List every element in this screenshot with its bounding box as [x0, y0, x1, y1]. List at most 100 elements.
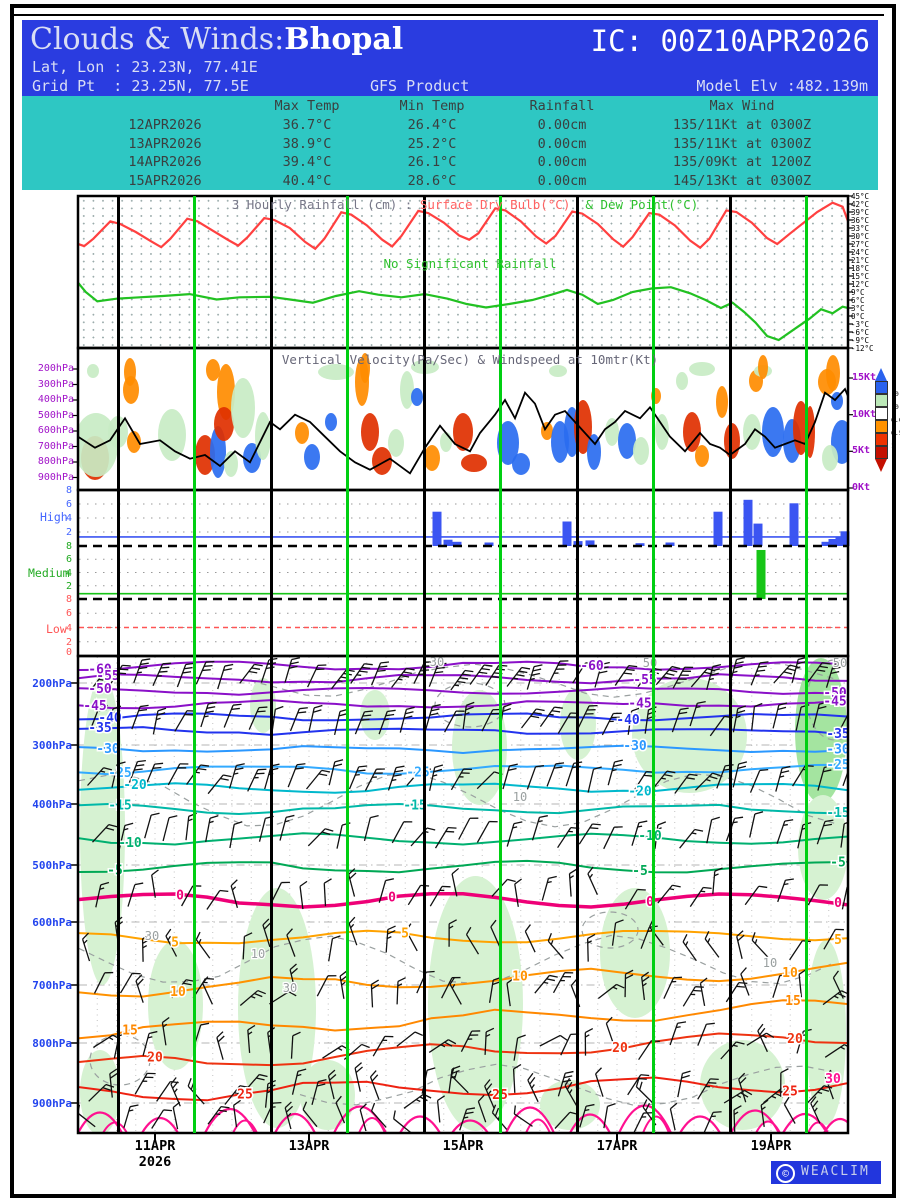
cloud-axis-tick: 4 — [65, 567, 72, 579]
table-cell: 28.6°C — [407, 172, 457, 189]
day-line-black — [575, 196, 579, 1133]
cloud-axis-tick: 2 — [65, 636, 72, 648]
pressure-axis-tick: 300hPa — [37, 378, 74, 390]
day-line-green — [651, 196, 655, 1133]
temp-axis-tick: 12°C — [851, 280, 870, 289]
table-cell: 36.7°C — [282, 117, 332, 133]
page-title: Clouds & Winds:Bhopal — [30, 22, 403, 57]
svg-text:30: 30 — [430, 655, 444, 669]
temp-axis-tick: 24°C — [851, 248, 870, 257]
svg-text:30: 30 — [145, 929, 159, 943]
windspeed-line — [79, 387, 847, 475]
svg-text:-25: -25 — [108, 766, 131, 781]
vertical-velocity-title: Vertical Velocity(Pa/Sec) & Windspeed at… — [281, 352, 659, 367]
svg-text:-25: -25 — [406, 766, 429, 781]
table-row-date: 15APR2026 — [128, 172, 202, 189]
dew-point-line — [79, 282, 847, 342]
cloud-axis-tick: 0 — [65, 647, 72, 658]
colorbar-tick: -0.05 — [891, 403, 900, 411]
colorbar-segment — [875, 446, 888, 459]
copyright-icon: © — [776, 1164, 795, 1183]
panel-frames — [71, 194, 853, 1142]
temp-axis-tick: 15°C — [851, 272, 870, 281]
cloud-axis-tick: 8 — [65, 485, 72, 496]
day-line-black — [269, 196, 273, 1133]
svg-text:0: 0 — [646, 895, 654, 910]
colorbar-tick: 0.05 — [891, 416, 900, 424]
medium-cloud-label: Medium — [28, 566, 70, 580]
table-cell: 135/11Kt at 0300Z — [672, 135, 812, 152]
weaclim-badge: © WEACLIM — [771, 1161, 881, 1184]
isotherm-labels: -60 -60-55 -55-50 -50-45 -45 -45-40 -40-35 -35-… — [82, 654, 852, 1105]
svg-text:5: 5 — [171, 935, 179, 950]
table-column-header: Rainfall — [529, 98, 595, 114]
temp-axis-tick: 6°C — [851, 296, 865, 305]
temp-axis-tick: 3°C — [851, 304, 865, 313]
svg-text:10: 10 — [170, 985, 186, 1000]
pressure-axis-tick: 900hPa — [32, 1097, 72, 1110]
pressure-axis-tick: 600hPa — [37, 425, 74, 436]
temp-axis-tick: 39°C — [851, 208, 870, 217]
svg-text:-35: -35 — [88, 721, 111, 736]
temp-axis-tick: 21°C — [851, 256, 870, 265]
temp-axis-tick: 36°C — [851, 216, 870, 225]
svg-text:10: 10 — [251, 947, 265, 961]
colorbar-segment — [875, 394, 888, 407]
svg-text:-40: -40 — [616, 713, 640, 728]
svg-text:-10: -10 — [638, 829, 662, 844]
colorbar-segment — [875, 407, 888, 420]
temp-axis-tick: 30°C — [851, 232, 870, 241]
pressure-axis-tick: 700hPa — [32, 979, 72, 992]
pressure-axis-tick: 400hPa — [37, 394, 74, 405]
low-cloud-label: Low — [46, 622, 67, 636]
svg-text:-15: -15 — [403, 799, 426, 814]
table-cell: 25.2°C — [407, 135, 457, 152]
pressure-axis-tick: 600hPa — [32, 916, 72, 929]
date-axis-label: 19APR — [750, 1138, 792, 1154]
table-row-date: 14APR2026 — [128, 154, 202, 170]
svg-text:50: 50 — [833, 656, 847, 670]
pressure-axis-tick: 900hPa — [37, 471, 74, 483]
pressure-axis-tick: 300hPa — [32, 739, 72, 752]
svg-text:-30: -30 — [623, 739, 647, 754]
colorbar-tick: 0.5 — [891, 429, 900, 437]
initial-condition-label: IC: 00Z10APR2026 — [590, 24, 870, 58]
table-row-date: 12APR2026 — [128, 117, 202, 133]
table-column-header: Max Temp — [274, 98, 340, 114]
windspeed-axis-tick: 0Kt — [852, 482, 871, 493]
pressure-axis-tick: 500hPa — [32, 859, 72, 872]
table-cell: 40.4°C — [282, 172, 332, 189]
header-banner: Clouds & Winds:Bhopal IC: 00Z10APR2026 L… — [22, 20, 878, 96]
lat-lon-label: Lat, Lon : 23.23N, 77.41E — [32, 58, 258, 76]
table-column-header: Min Temp — [399, 98, 465, 114]
pressure-axis-tick: 400hPa — [32, 798, 72, 811]
svg-text:-5: -5 — [830, 855, 846, 870]
date-axis-label: 15APR — [442, 1138, 484, 1154]
badge-text: WEACLIM — [801, 1164, 870, 1179]
forecast-summary-table: Max Temp Min Temp Rainfall Max Wind 12APR202… — [22, 96, 878, 190]
no-rainfall-annotation: No Significant Rainfall — [383, 256, 557, 271]
table-cell: 0.00cm — [537, 135, 587, 152]
svg-text:10: 10 — [513, 790, 527, 804]
cloud-axis-tick: 2 — [65, 527, 72, 538]
svg-text:20: 20 — [147, 1050, 163, 1065]
colorbar-segment — [875, 433, 888, 446]
svg-text:-35: -35 — [826, 727, 849, 742]
table-cell: 0.00cm — [537, 154, 587, 170]
temp-axis-tick: 42°C — [851, 200, 870, 209]
colorbar-segment — [875, 420, 888, 433]
svg-text:0: 0 — [834, 896, 842, 911]
table-cell: 145/13Kt at 0300Z — [672, 172, 812, 189]
temp-axis-tick: 18°C — [851, 264, 870, 273]
cloud-amount-panels — [79, 499, 850, 643]
cloud-axis-tick: 6 — [65, 499, 72, 510]
svg-text:-5: -5 — [107, 864, 123, 879]
svg-text:20: 20 — [612, 1041, 628, 1056]
rainfall-title: 3 Hourly Rainfall (cm) — [231, 197, 398, 212]
svg-text:-50: -50 — [88, 682, 112, 697]
svg-text:25: 25 — [237, 1087, 253, 1102]
drybulb-title: Surface Dry Bulb(°C) — [419, 197, 571, 212]
dry-bulb-line — [79, 201, 847, 251]
